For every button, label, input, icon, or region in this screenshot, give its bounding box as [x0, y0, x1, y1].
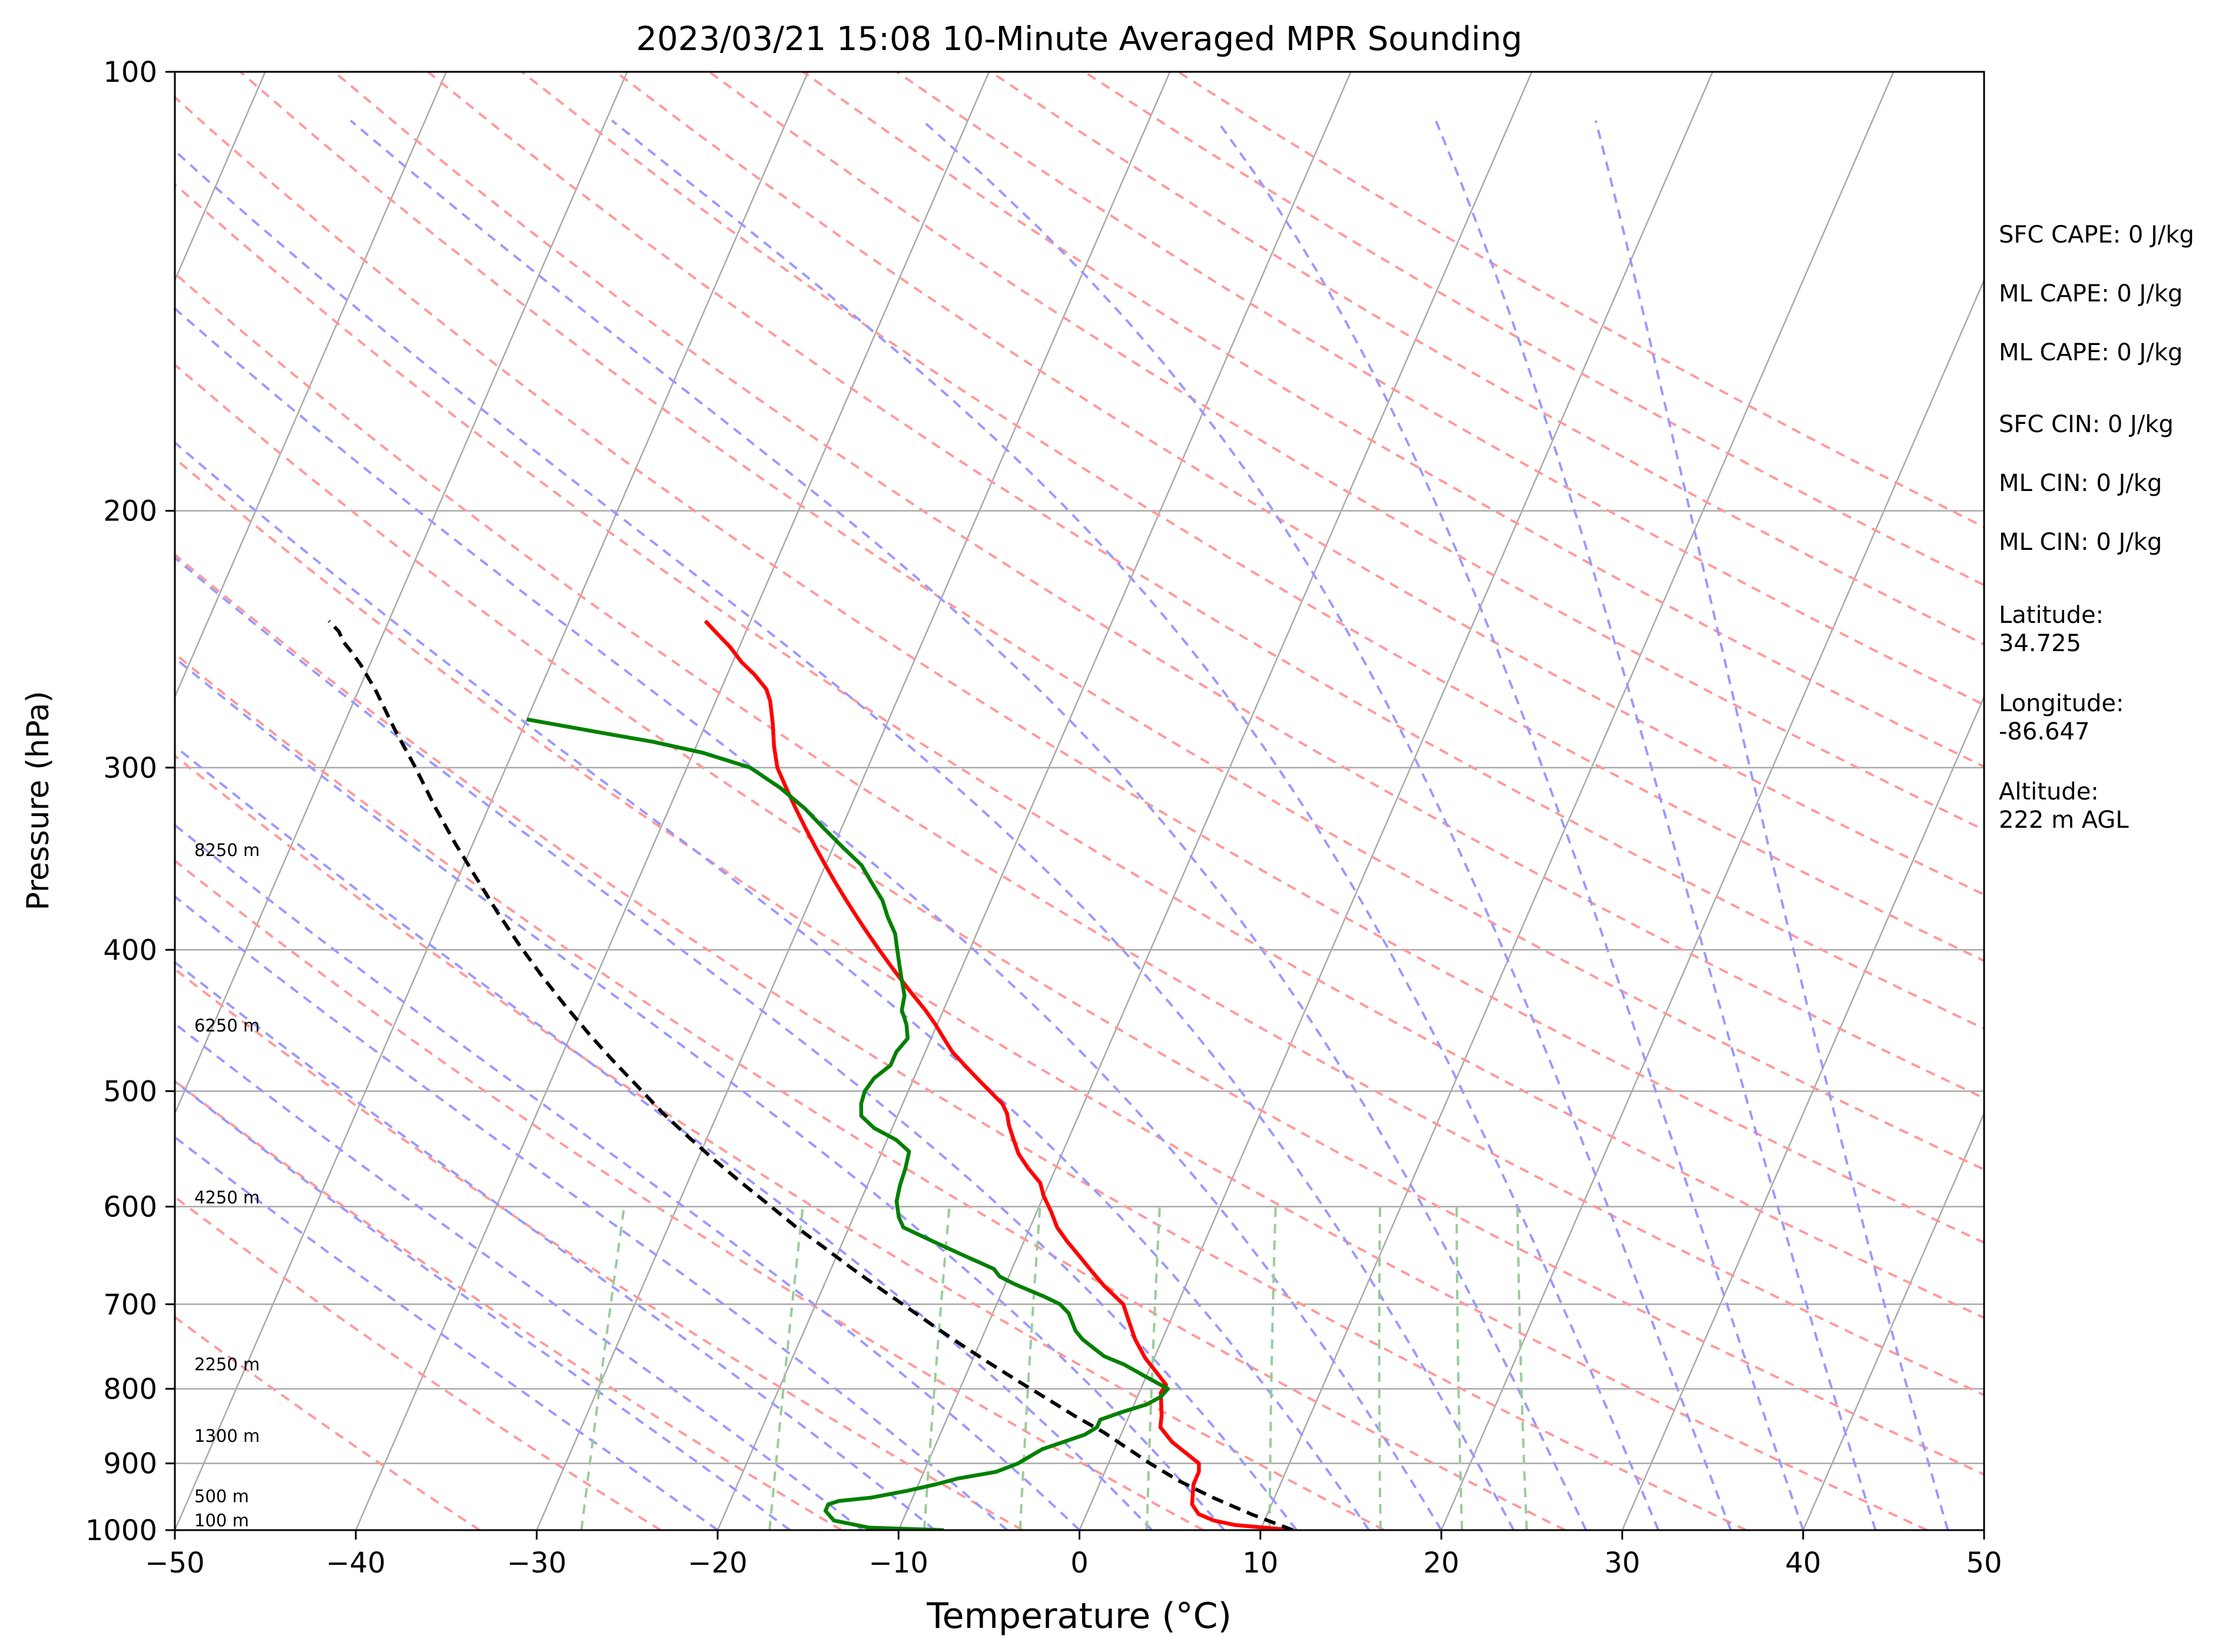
parcel-profile-line	[327, 619, 1294, 1530]
x-tick-label: 0	[1070, 1547, 1089, 1580]
isotherm-line	[536, 72, 1171, 1530]
dry-adiabat-line	[175, 363, 1984, 1476]
moist-adiabat-line	[175, 960, 936, 1530]
moist-adiabat-line	[1594, 120, 1949, 1530]
y-tick-label: 400	[103, 934, 157, 967]
moist-adiabat-line	[175, 307, 1442, 1530]
data-lines	[327, 619, 1294, 1530]
ml-cin-label-2: ML CIN: 0 J/kg	[1999, 529, 2162, 556]
y-tick-label: 1000	[85, 1514, 157, 1547]
y-axis-label: Pressure (hPa)	[21, 691, 56, 911]
chart-title: 2023/03/21 15:08 10-Minute Averaged MPR …	[636, 20, 1522, 58]
dry-adiabat-line	[175, 967, 1023, 1530]
latitude-label: Latitude:	[1999, 602, 2104, 629]
height-label: 1300 m	[194, 1426, 260, 1446]
height-label: 6250 m	[194, 1016, 260, 1036]
moist-adiabat-line	[1434, 120, 1877, 1530]
height-label: 4250 m	[194, 1187, 260, 1208]
y-tick-label: 800	[103, 1373, 157, 1406]
dewpoint-profile-line	[526, 717, 1170, 1530]
moist-adiabat-line	[921, 120, 1732, 1530]
moist-adiabat-line	[175, 149, 1515, 1530]
y-tick-label: 500	[103, 1075, 157, 1108]
isotherm-line	[1259, 72, 1895, 1530]
moist-adiabat-line	[175, 1080, 791, 1530]
x-axis-label: Temperature (°C)	[926, 1595, 1232, 1637]
dry-adiabat-line	[239, 72, 1984, 1171]
moist-adiabat-line	[175, 556, 1298, 1530]
height-label: 2250 m	[194, 1355, 260, 1375]
dry-adiabat-line	[175, 183, 1984, 1319]
longitude-label: Longitude:	[1999, 690, 2124, 717]
isotherm-line	[175, 72, 447, 699]
height-label: 100 m	[194, 1511, 249, 1531]
dry-adiabat-line	[615, 72, 1984, 896]
moist-adiabat-line	[611, 120, 1660, 1530]
plot-frame	[174, 71, 1985, 1531]
longitude-value: -86.647	[1999, 718, 2089, 745]
dry-adiabat-line	[175, 754, 1385, 1530]
sfc-cape-label: SFC CAPE: 0 J/kg	[1999, 221, 2194, 248]
y-tick-label: 100	[103, 56, 157, 89]
dry-adiabat-line	[175, 1195, 662, 1530]
isotherm-line	[1440, 278, 1984, 1530]
y-tick-label: 700	[103, 1288, 157, 1321]
isotherm-line	[898, 72, 1533, 1530]
moist-adiabat-line	[175, 1022, 863, 1530]
y-tick-label: 600	[103, 1190, 157, 1223]
x-tick-label: −50	[145, 1547, 204, 1580]
x-tick-label: −40	[326, 1547, 386, 1580]
x-tick-label: 10	[1242, 1547, 1278, 1580]
axis-ticks: −50 −40 −30 −20 −10 0 10 20 30 40 50 100 200 300 400 50…	[85, 56, 2002, 1580]
height-label: 500 m	[194, 1487, 249, 1507]
y-tick-label: 200	[103, 495, 157, 528]
moist-adiabat-line	[350, 120, 1587, 1530]
height-label: 8250 m	[194, 840, 260, 860]
x-tick-label: 30	[1604, 1547, 1640, 1580]
dry-adiabat-line	[708, 72, 1984, 831]
moist-adiabat-line	[175, 895, 1008, 1530]
x-tick-label: −30	[507, 1547, 566, 1580]
dry-adiabat-line	[175, 553, 1747, 1530]
latitude-value: 34.725	[1999, 630, 2081, 657]
x-tick-label: 40	[1785, 1547, 1821, 1580]
altitude-label: Altitude:	[1999, 778, 2099, 805]
moist-adiabat-line	[175, 441, 1370, 1530]
stats-annotations: SFC CAPE: 0 J/kg ML CAPE: 0 J/kg ML CAPE…	[1999, 221, 2194, 834]
dry-adiabat-line	[333, 72, 1984, 1100]
background-lines	[175, 72, 1984, 1530]
y-tick-label: 900	[103, 1448, 157, 1481]
dry-adiabat-line	[175, 1315, 480, 1530]
x-tick-label: −10	[869, 1547, 928, 1580]
ml-cin-label: ML CIN: 0 J/kg	[1999, 470, 2162, 497]
isotherm-line	[1621, 695, 1984, 1530]
x-tick-label: −20	[688, 1547, 747, 1580]
x-tick-label: 20	[1424, 1547, 1460, 1580]
moist-adiabat-line	[175, 744, 1153, 1530]
moist-adiabat-line	[175, 1136, 719, 1530]
ml-cape-label: ML CAPE: 0 J/kg	[1999, 280, 2182, 307]
isotherm-line	[1802, 1112, 1984, 1530]
isotherm-line	[717, 72, 1352, 1530]
x-tick-label: 50	[1966, 1547, 2002, 1580]
dry-adiabat-line	[427, 72, 1984, 1030]
ml-cape-label-2: ML CAPE: 0 J/kg	[1999, 339, 2182, 366]
isotherm-line	[175, 72, 628, 1116]
moist-adiabat-line	[1216, 120, 1805, 1530]
height-labels: 8250 m 6250 m 4250 m 2250 m 1300 m 500 m 100 m	[194, 840, 260, 1530]
dry-adiabat-line	[175, 456, 1928, 1530]
isotherm-line	[355, 72, 990, 1530]
y-tick-label: 300	[103, 752, 157, 785]
altitude-value: 222 m AGL	[1999, 807, 2129, 834]
dry-adiabat-line	[175, 271, 1984, 1396]
sfc-cin-label: SFC CIN: 0 J/kg	[1999, 411, 2174, 438]
